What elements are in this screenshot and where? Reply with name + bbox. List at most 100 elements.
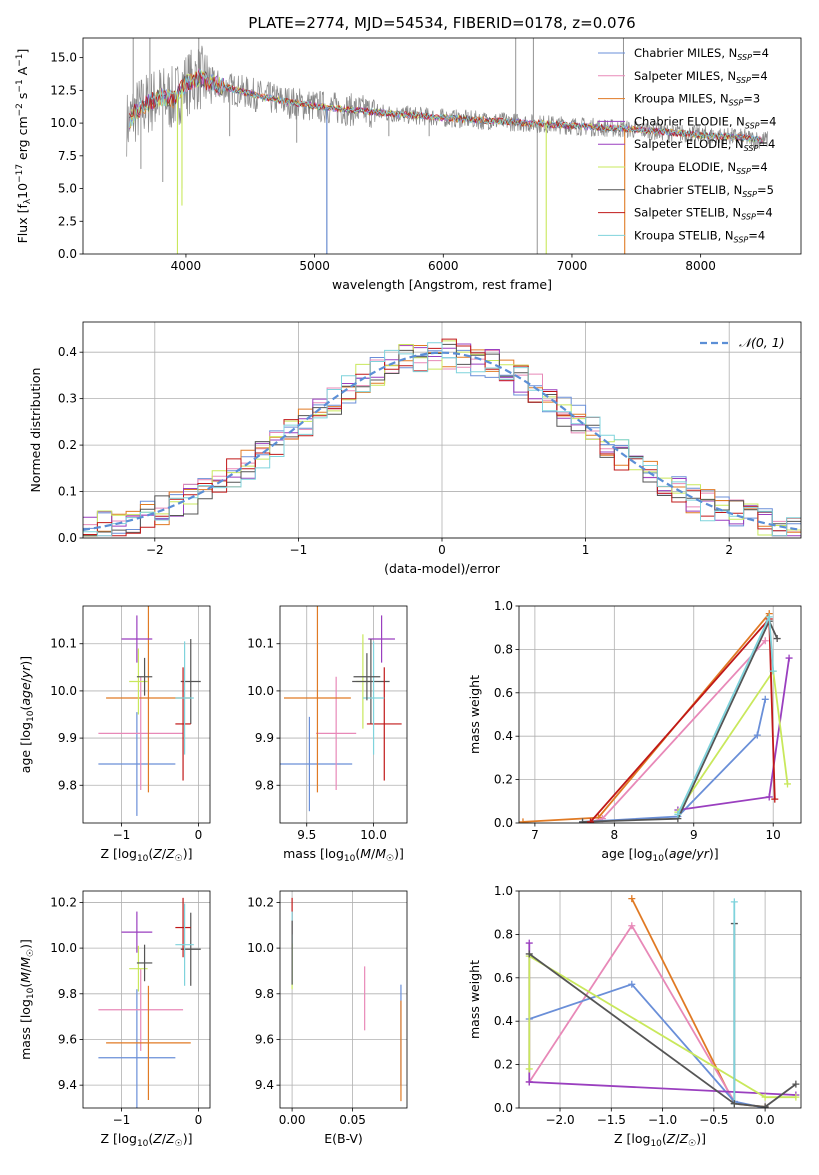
x-tick-label: 9.5 <box>297 828 316 842</box>
x-tick-label: −2.0 <box>545 1113 574 1127</box>
legend-entry: Chabrier MILES, NSSP=4 <box>634 46 769 62</box>
x-tick-label: 7000 <box>557 259 588 273</box>
legend-entry: Kroupa MILES, NSSP=3 <box>634 92 760 108</box>
x-axis-label: (data-model)/error <box>384 561 501 576</box>
series-line <box>630 898 766 1108</box>
y-tick-label: 0.2 <box>494 773 513 787</box>
series-marker <box>761 637 769 645</box>
x-tick-label: −1 <box>113 828 131 842</box>
axes-frame <box>82 37 802 255</box>
x-tick-label: 10.0 <box>360 828 387 842</box>
series-marker <box>765 613 773 621</box>
y-tick-label: 9.4 <box>58 1078 77 1092</box>
y-tick-label: 9.6 <box>255 1032 274 1046</box>
y-tick-label: 0.8 <box>494 927 513 941</box>
series-marker <box>525 1065 533 1073</box>
y-tick-label: 10.2 <box>247 895 274 909</box>
series-marker <box>628 895 636 903</box>
y-axis-label: mass [log10(M/M☉)] <box>18 939 36 1060</box>
axes-frame <box>279 890 408 1109</box>
model-spectrum <box>128 68 763 143</box>
legend-entry: 𝒩(0, 1) <box>739 335 785 350</box>
y-axis-label: age [log10(age/yr)] <box>18 656 36 773</box>
series-line <box>529 983 766 1108</box>
series-line <box>582 699 767 823</box>
y-tick-label: 0.4 <box>494 1014 513 1028</box>
gaussian-curve <box>83 351 801 531</box>
x-tick-label: 10 <box>766 828 781 842</box>
y-axis-label: mass weight <box>467 675 482 754</box>
axes-weight_vs_Z: −2.0 −1.5 −1.0 −0.5 0.0 0.0 0.2 0.4 0.6 0.8 1.0 Z [… <box>467 884 802 1149</box>
plot-area-residuals <box>83 338 801 537</box>
series-marker <box>525 939 533 947</box>
axes-residuals: −2 −1 0 1 2 0.0 0.1 0.2 0.3 0.4 (data-model)/error… <box>28 321 802 576</box>
series-marker <box>783 780 791 788</box>
x-tick-label: 0 <box>195 828 203 842</box>
series-marker <box>765 793 773 801</box>
y-tick-label: 15.0 <box>50 51 77 65</box>
series-marker <box>771 795 779 803</box>
x-tick-label: 1 <box>582 543 590 557</box>
plot-area-age_vs_mass <box>280 606 402 812</box>
axes-weight_vs_age: 7 8 9 10 0.0 0.2 0.4 0.6 0.8 1.0 age [log10(age/yr… <box>467 599 802 864</box>
y-tick-label: 10.0 <box>247 941 274 955</box>
x-tick-label: 0.00 <box>279 1113 306 1127</box>
series-marker <box>730 898 738 906</box>
plot-area-age_vs_Z <box>98 606 201 816</box>
series-marker <box>586 818 594 823</box>
y-tick-label: 9.8 <box>58 987 77 1001</box>
y-tick-label: 10.0 <box>50 116 77 130</box>
x-axis-label: age [log10(age/yr)] <box>601 846 718 864</box>
x-tick-label: −1 <box>113 1113 131 1127</box>
y-tick-label: 0.6 <box>494 971 513 985</box>
y-tick-label: 0.0 <box>494 1101 513 1115</box>
y-tick-label: 9.9 <box>255 731 274 745</box>
series-marker <box>525 1078 533 1086</box>
axes-frame <box>518 890 802 1109</box>
series-marker <box>628 980 636 988</box>
y-axis-label: Normed distribution <box>28 368 43 493</box>
y-tick-label: 9.8 <box>58 778 77 792</box>
x-tick-label: −1 <box>290 543 308 557</box>
x-tick-label: 0 <box>438 543 446 557</box>
legend-entry: Kroupa STELIB, NSSP=4 <box>634 228 765 244</box>
series-marker <box>785 654 793 662</box>
y-axis-label: mass weight <box>467 960 482 1039</box>
x-axis-label: wavelength [Angstrom, rest frame] <box>332 277 552 292</box>
legend-entry: Salpeter MILES, NSSP=4 <box>634 69 768 85</box>
y-tick-label: 0.2 <box>58 438 77 452</box>
series-line <box>528 953 735 1105</box>
x-axis-label: Z [log10(Z/Z☉)] <box>100 1131 192 1149</box>
x-axis-label: Z [log10(Z/Z☉)] <box>100 846 192 864</box>
y-tick-label: 1.0 <box>494 599 513 613</box>
y-tick-label: 1.0 <box>494 884 513 898</box>
legend-entry: Salpeter ELODIE, NSSP=4 <box>634 137 775 153</box>
axes-frame <box>82 605 211 824</box>
legend-entry: Chabrier STELIB, NSSP=5 <box>634 183 774 199</box>
series-line <box>522 613 770 823</box>
series-marker <box>525 950 533 958</box>
y-tick-label: 9.8 <box>255 778 274 792</box>
chart-title: PLATE=2774, MJD=54534, FIBERID=0178, z=0… <box>248 14 635 32</box>
axes-frame <box>518 605 802 824</box>
x-axis-label: mass [log10(M/M☉)] <box>283 846 404 864</box>
y-tick-label: 9.9 <box>58 731 77 745</box>
y-tick-label: 10.0 <box>50 941 77 955</box>
y-tick-label: 9.8 <box>255 987 274 1001</box>
y-tick-label: 0.0 <box>58 531 77 545</box>
series-marker <box>519 818 527 823</box>
y-tick-label: 2.5 <box>58 214 77 228</box>
x-tick-label: 0.0 <box>756 1113 775 1127</box>
x-tick-label: 4000 <box>171 259 202 273</box>
y-tick-label: 10.0 <box>247 684 274 698</box>
plot-area-mass_vs_ebv <box>291 897 402 1102</box>
series-marker <box>769 667 777 675</box>
x-tick-label: 5000 <box>299 259 330 273</box>
histogram-series <box>83 342 801 537</box>
legend: 𝒩(0, 1) <box>700 335 785 350</box>
y-tick-label: 0.6 <box>494 686 513 700</box>
x-tick-label: −1.5 <box>597 1113 626 1127</box>
axes-frame <box>82 890 211 1109</box>
legend-entry: Kroupa ELODIE, NSSP=4 <box>634 160 768 176</box>
